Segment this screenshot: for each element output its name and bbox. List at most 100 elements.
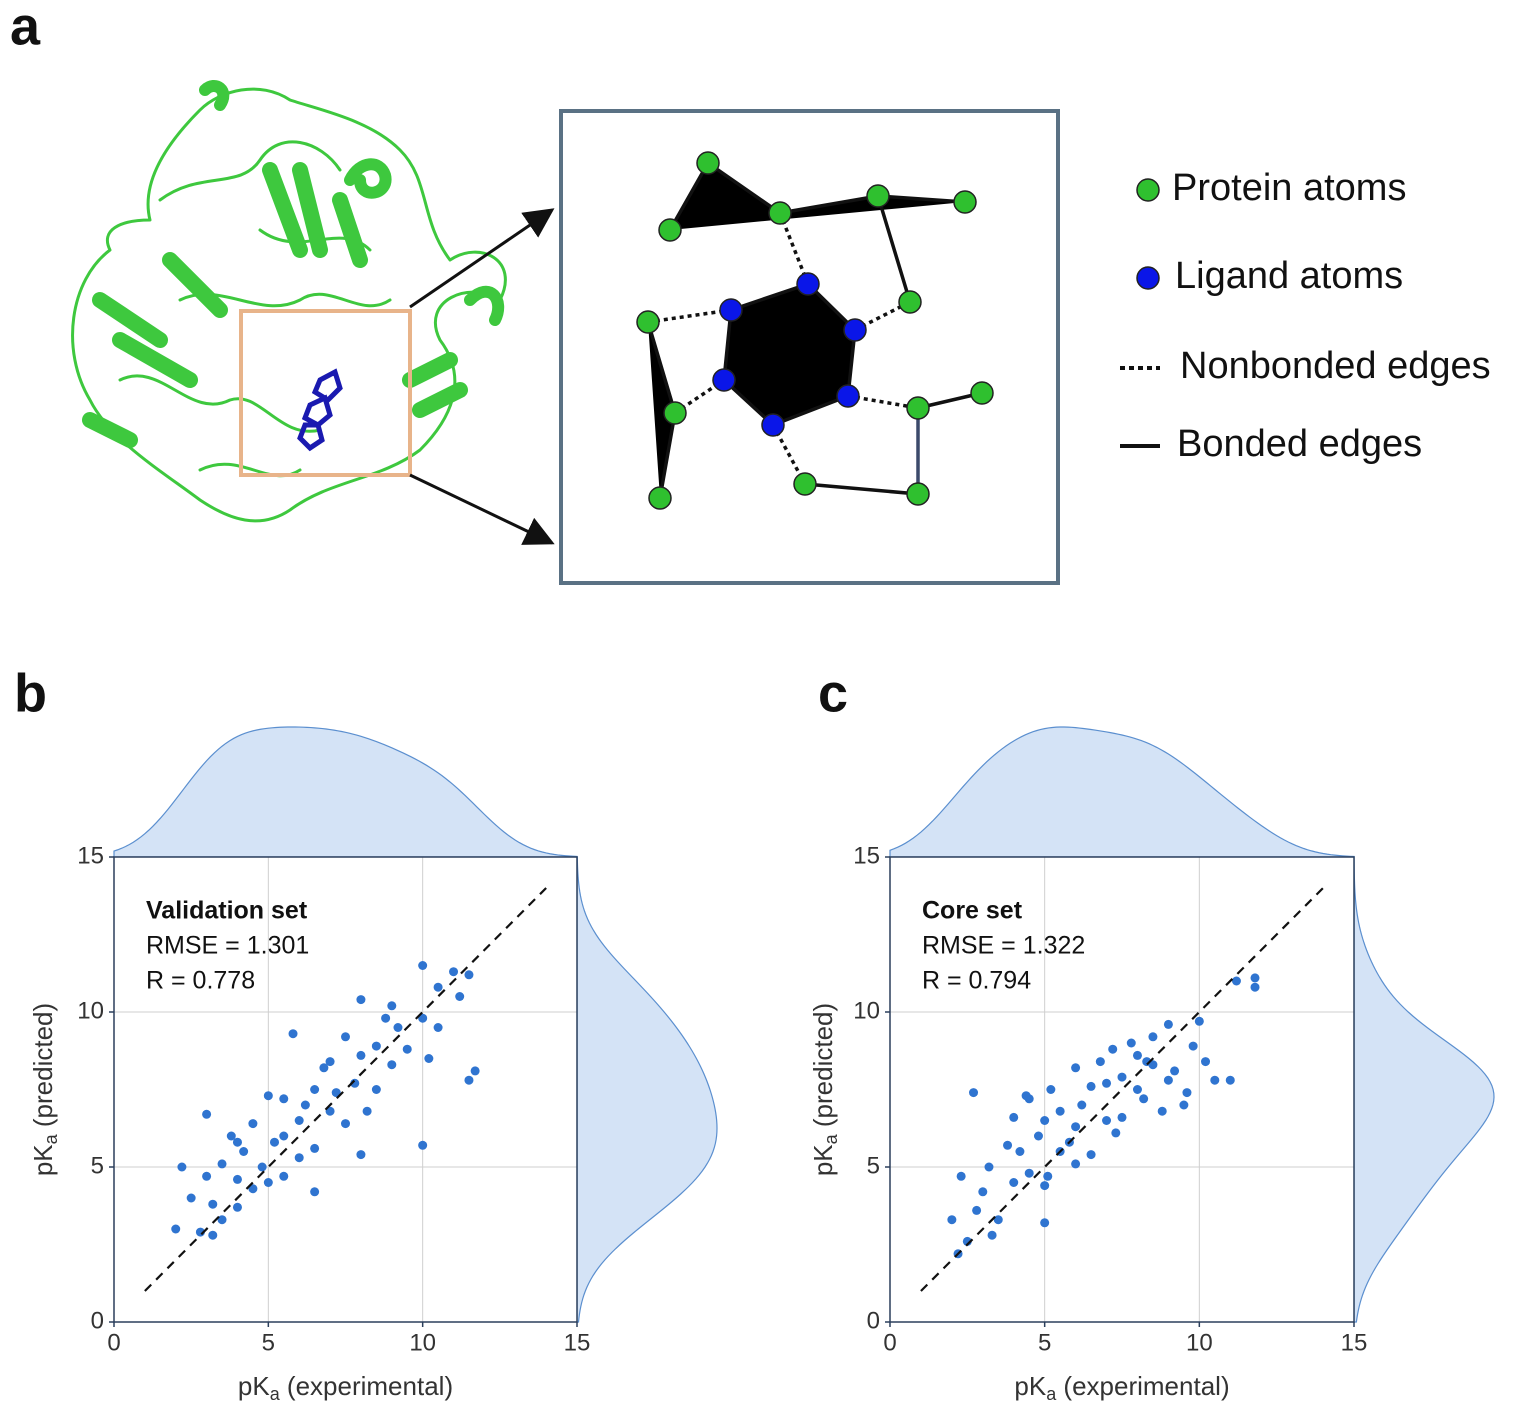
- point: [984, 1162, 994, 1172]
- label-part: (experimental): [280, 1371, 453, 1401]
- legend-label: Nonbonded edges: [1180, 345, 1491, 387]
- x-axis-label: pKa (experimental): [238, 1371, 453, 1404]
- point: [1009, 1178, 1019, 1187]
- point: [1071, 1159, 1081, 1169]
- point: [956, 1171, 966, 1181]
- point: [1157, 1106, 1167, 1116]
- point: [356, 1050, 366, 1060]
- point: [464, 1075, 474, 1085]
- point: [279, 1094, 289, 1104]
- point: [1086, 1081, 1096, 1091]
- x-tick-label: 5: [262, 1329, 275, 1356]
- point: [1117, 1112, 1127, 1122]
- point: [1086, 1150, 1096, 1160]
- point: [1071, 1063, 1081, 1073]
- point: [393, 1023, 403, 1032]
- label-part: (experimental): [1056, 1371, 1229, 1401]
- point: [356, 1150, 366, 1160]
- point: [319, 1063, 329, 1073]
- point: [294, 1153, 304, 1163]
- label-subscript: a: [821, 1133, 841, 1144]
- point: [424, 1054, 434, 1063]
- point: [1040, 1181, 1050, 1191]
- point: [217, 1159, 227, 1169]
- point: [239, 1147, 249, 1156]
- annotation: R = 0.778: [146, 967, 255, 995]
- point: [464, 970, 474, 980]
- y-axis-label: pKa (predicted): [28, 1003, 61, 1176]
- y-tick-label: 5: [91, 1152, 104, 1179]
- point: [433, 1023, 443, 1032]
- point: [208, 1230, 218, 1240]
- point: [418, 1013, 428, 1023]
- point: [1126, 1038, 1136, 1048]
- point: [325, 1057, 335, 1067]
- point: [1108, 1044, 1118, 1054]
- point: [1046, 1085, 1056, 1094]
- point: [1179, 1100, 1189, 1110]
- point: [418, 1140, 428, 1150]
- point: [331, 1088, 341, 1098]
- point: [1188, 1041, 1198, 1051]
- annotation: Core set: [922, 897, 1023, 925]
- point: [969, 1088, 979, 1098]
- point: [202, 1109, 212, 1119]
- annotation: RMSE = 1.301: [146, 932, 309, 960]
- point: [1009, 1112, 1019, 1122]
- y-tick-label: 15: [77, 842, 104, 869]
- point: [208, 1199, 218, 1209]
- point: [1250, 982, 1260, 992]
- label-part: (predicted): [808, 1003, 838, 1135]
- x-tick-label: 0: [883, 1329, 896, 1356]
- y-tick-label: 5: [867, 1152, 880, 1179]
- point: [1225, 1075, 1235, 1085]
- label-subscript: a: [270, 1384, 281, 1404]
- point: [1250, 973, 1260, 983]
- x-axis-label: pKa (experimental): [1014, 1371, 1229, 1404]
- point: [371, 1041, 381, 1051]
- point: [310, 1187, 320, 1197]
- panel-label: a: [10, 0, 41, 56]
- point: [1182, 1088, 1192, 1098]
- point: [993, 1215, 1003, 1225]
- marginal-density: [1353, 856, 1495, 1323]
- y-tick-label: 15: [853, 842, 880, 869]
- point: [972, 1205, 982, 1215]
- plot-border: [113, 856, 578, 1323]
- point: [1102, 1116, 1112, 1125]
- plot-border: [889, 856, 1355, 1323]
- x-tick-label: 0: [107, 1329, 120, 1356]
- point: [1015, 1147, 1025, 1156]
- point: [402, 1044, 412, 1054]
- y-tick-label: 10: [77, 997, 104, 1024]
- label-part: pK: [28, 1144, 58, 1176]
- point: [387, 1001, 397, 1011]
- point: [1117, 1072, 1127, 1082]
- label-subscript: a: [1046, 1384, 1057, 1404]
- point: [310, 1085, 320, 1094]
- annotation: RMSE = 1.322: [922, 932, 1085, 960]
- point: [341, 1032, 350, 1042]
- annotation: Validation set: [146, 897, 308, 925]
- x-tick-label: 15: [564, 1329, 591, 1356]
- point: [418, 961, 428, 970]
- annotation: R = 0.794: [922, 967, 1031, 995]
- point: [356, 995, 366, 1005]
- point: [232, 1202, 242, 1212]
- panel-label: b: [14, 663, 47, 723]
- point: [1163, 1075, 1173, 1085]
- x-tick-label: 10: [1186, 1329, 1213, 1356]
- x-tick-label: 5: [1038, 1329, 1051, 1356]
- point: [1132, 1050, 1142, 1060]
- legend-label: Protein atoms: [1172, 167, 1406, 209]
- point: [279, 1131, 289, 1141]
- point: [186, 1193, 196, 1203]
- point: [1040, 1116, 1050, 1125]
- point: [217, 1215, 227, 1225]
- point: [177, 1162, 187, 1172]
- label-part: pK: [1014, 1371, 1046, 1401]
- point: [1024, 1168, 1034, 1178]
- point: [362, 1106, 372, 1116]
- y-tick-label: 0: [91, 1307, 104, 1334]
